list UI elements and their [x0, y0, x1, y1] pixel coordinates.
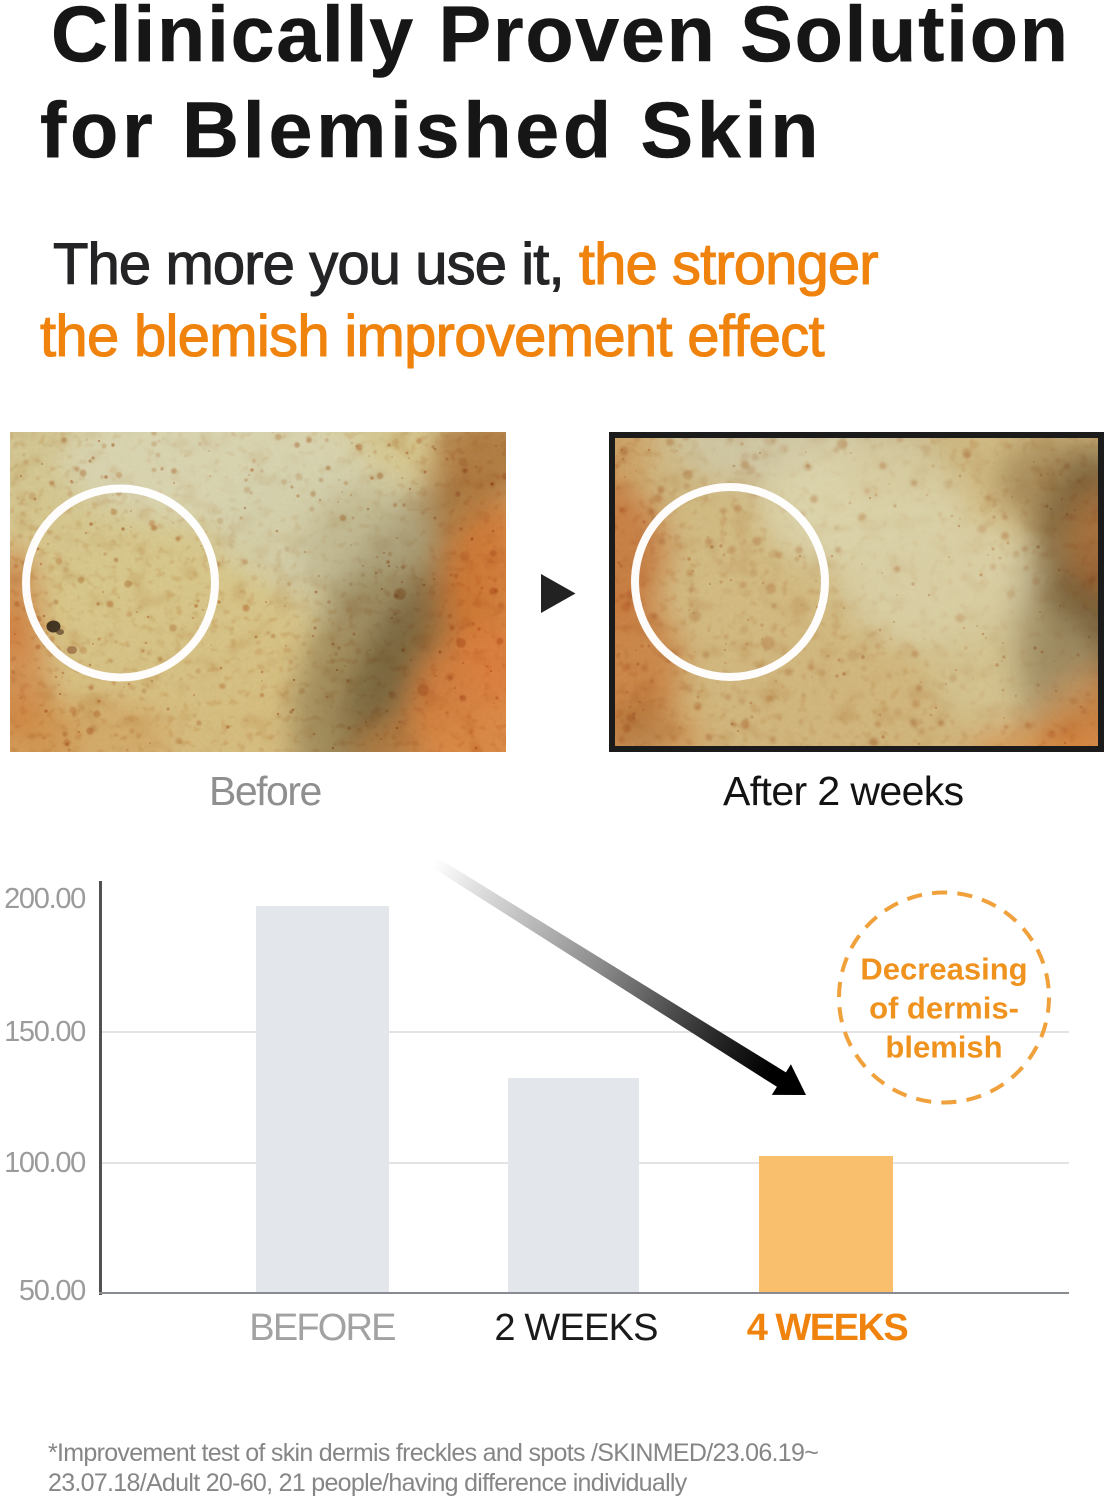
- svg-text:blemish: blemish: [885, 1029, 1002, 1064]
- svg-text:of dermis-: of dermis-: [869, 990, 1019, 1025]
- svg-text:Decreasing: Decreasing: [860, 951, 1027, 986]
